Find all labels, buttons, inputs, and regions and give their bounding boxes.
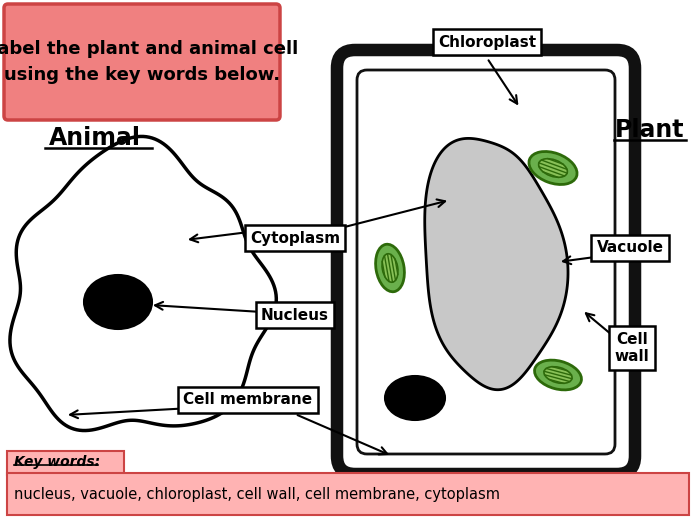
- FancyBboxPatch shape: [337, 50, 635, 474]
- FancyBboxPatch shape: [7, 473, 689, 515]
- FancyBboxPatch shape: [7, 451, 124, 475]
- Ellipse shape: [529, 151, 577, 184]
- Text: Cell
wall: Cell wall: [615, 332, 649, 364]
- Ellipse shape: [535, 360, 581, 390]
- Polygon shape: [10, 136, 276, 431]
- Text: Animal: Animal: [49, 126, 141, 150]
- Text: Nucleus: Nucleus: [261, 307, 329, 323]
- Polygon shape: [425, 138, 568, 390]
- Ellipse shape: [84, 275, 152, 329]
- Ellipse shape: [385, 376, 445, 420]
- Text: Plant: Plant: [615, 118, 685, 142]
- Text: Chloroplast: Chloroplast: [438, 34, 536, 50]
- Ellipse shape: [544, 366, 572, 383]
- Text: Cell membrane: Cell membrane: [184, 393, 313, 408]
- Ellipse shape: [539, 159, 567, 177]
- Text: nucleus, vacuole, chloroplast, cell wall, cell membrane, cytoplasm: nucleus, vacuole, chloroplast, cell wall…: [14, 487, 500, 502]
- FancyBboxPatch shape: [4, 4, 280, 120]
- Text: Vacuole: Vacuole: [596, 241, 663, 255]
- FancyBboxPatch shape: [357, 70, 615, 454]
- Text: Cytoplasm: Cytoplasm: [250, 231, 340, 245]
- Ellipse shape: [382, 254, 398, 282]
- Text: Label the plant and animal cell
using the key words below.: Label the plant and animal cell using th…: [0, 40, 298, 84]
- Text: Key words:: Key words:: [14, 455, 100, 469]
- Ellipse shape: [376, 244, 404, 292]
